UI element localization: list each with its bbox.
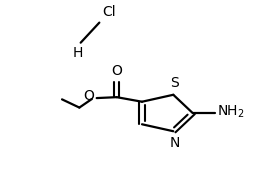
Text: O: O [83,89,94,103]
Text: Cl: Cl [103,5,116,19]
Text: NH$_2$: NH$_2$ [217,104,245,120]
Text: N: N [169,136,180,150]
Text: H: H [73,46,83,60]
Text: O: O [111,64,122,78]
Text: S: S [170,76,179,90]
